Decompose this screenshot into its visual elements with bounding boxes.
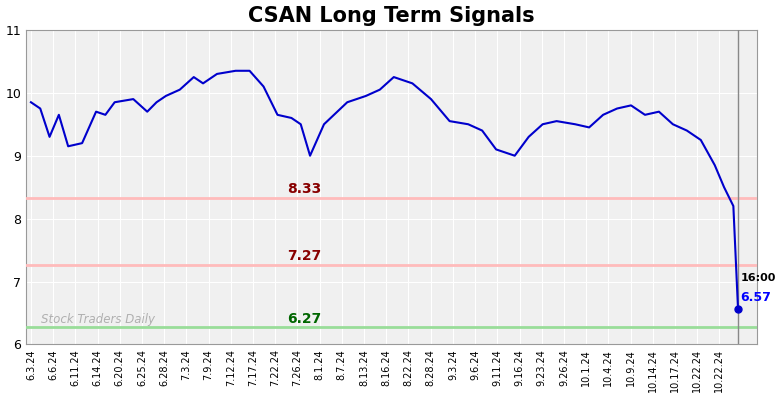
Text: 8.33: 8.33 xyxy=(287,182,321,196)
Text: 7.27: 7.27 xyxy=(287,249,321,263)
Text: 6.27: 6.27 xyxy=(287,312,321,326)
Title: CSAN Long Term Signals: CSAN Long Term Signals xyxy=(249,6,535,25)
Text: 6.57: 6.57 xyxy=(740,291,771,304)
Text: 16:00: 16:00 xyxy=(740,273,775,283)
Text: Stock Traders Daily: Stock Traders Daily xyxy=(41,312,155,326)
Point xyxy=(731,305,744,312)
